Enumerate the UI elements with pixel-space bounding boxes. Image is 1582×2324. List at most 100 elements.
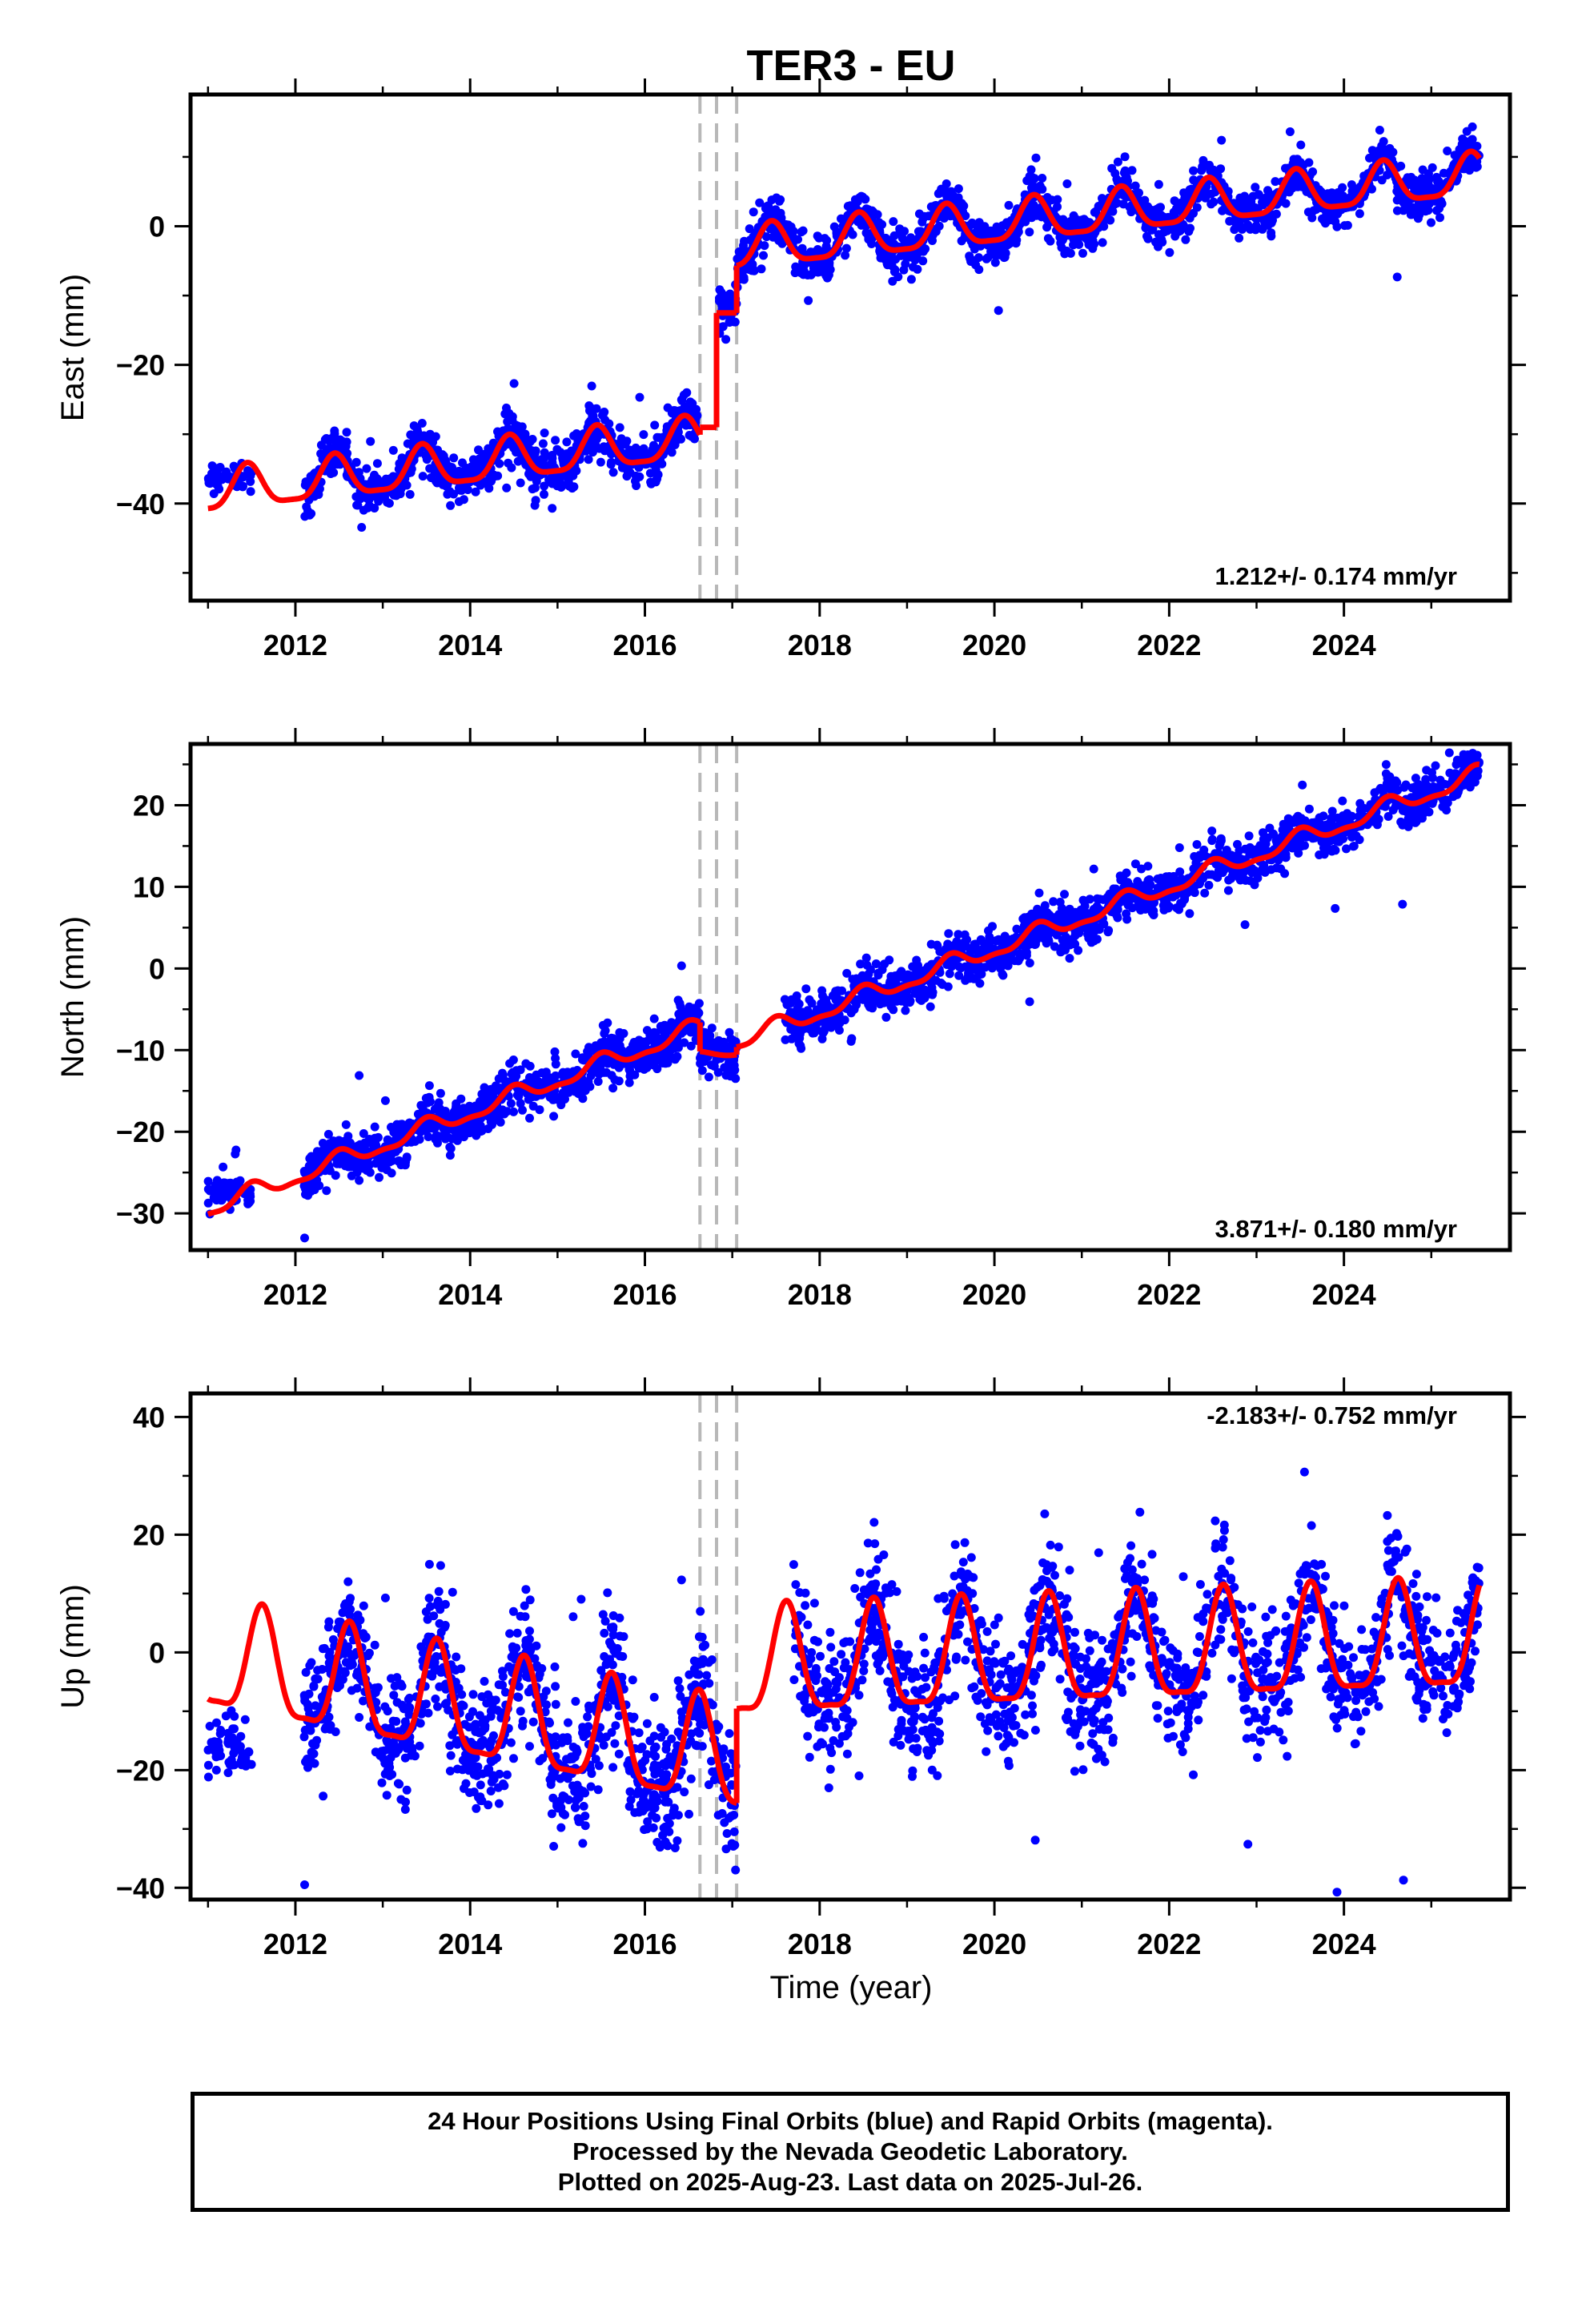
- east-data-point: [990, 258, 1000, 267]
- north-data-point: [322, 1186, 331, 1196]
- east-data-point: [759, 251, 768, 260]
- east-data-point: [895, 225, 905, 235]
- north-data-point: [833, 986, 842, 995]
- east-data-point: [405, 489, 415, 499]
- north-data-point: [1023, 912, 1033, 922]
- north-data-point: [842, 968, 852, 978]
- north-data-point: [415, 1135, 424, 1144]
- north-data-point: [1245, 850, 1255, 859]
- north-data-point: [584, 1043, 593, 1052]
- east-data-point: [994, 306, 1003, 316]
- north-data-point: [1153, 875, 1162, 883]
- north-data-point: [341, 1120, 351, 1129]
- north-data-point: [612, 1042, 622, 1051]
- east-data-point: [449, 489, 459, 499]
- north-data-point: [864, 969, 873, 979]
- east-data-point: [540, 481, 549, 491]
- east-data-point: [531, 446, 540, 456]
- east-data-point: [890, 265, 900, 275]
- east-axis-frame: [188, 92, 1512, 603]
- east-data-point: [762, 232, 771, 242]
- north-data-point: [726, 1072, 735, 1081]
- north-data-point: [988, 922, 997, 931]
- north-data-point: [452, 1102, 461, 1112]
- east-data-point: [1392, 206, 1402, 215]
- north-data-point: [203, 1176, 213, 1186]
- east-data-point: [625, 447, 635, 456]
- north-data-point: [1094, 925, 1104, 935]
- east-data-point: [487, 476, 496, 486]
- north-data-point: [1192, 840, 1202, 849]
- north-data-point: [801, 984, 811, 994]
- east-data-point: [1392, 272, 1402, 282]
- east-data-point: [1424, 199, 1434, 209]
- east-data-point: [1110, 169, 1120, 179]
- east-data-point: [1267, 218, 1276, 227]
- north-data-point: [472, 1131, 481, 1140]
- north-data-point: [444, 1132, 453, 1142]
- north-data-point: [1298, 780, 1307, 790]
- east-data-point: [777, 213, 786, 223]
- east-data-point: [454, 497, 464, 506]
- east-data-point: [1355, 209, 1364, 219]
- east-data-point: [354, 468, 363, 477]
- east-data-point: [1031, 153, 1041, 163]
- east-data-point: [639, 430, 648, 440]
- east-data-point: [471, 487, 480, 497]
- east-data-point: [877, 219, 887, 229]
- east-data-point: [1225, 216, 1235, 226]
- east-data-point: [1162, 226, 1172, 235]
- north-data-point: [677, 961, 686, 971]
- east-data-point: [720, 300, 729, 309]
- east-data-point: [357, 523, 367, 532]
- north-data-point: [432, 1131, 441, 1140]
- east-data-point: [998, 221, 1007, 231]
- east-data-point: [1192, 203, 1202, 212]
- east-data-point: [1293, 182, 1303, 191]
- north-data-point: [1281, 853, 1291, 862]
- east-data-point: [777, 239, 787, 248]
- north-data-point: [1104, 926, 1114, 935]
- east-data-point: [1332, 222, 1342, 231]
- north-data-point: [1172, 903, 1182, 913]
- north-data-point: [637, 1037, 647, 1047]
- north-data-point: [601, 1068, 611, 1077]
- north-data-point: [1066, 938, 1075, 947]
- east-data-point: [351, 457, 361, 467]
- east-data-point: [946, 193, 954, 203]
- east-data-point: [540, 489, 548, 499]
- east-data-point: [595, 444, 604, 453]
- north-data-point: [1049, 897, 1058, 907]
- north-data-point: [349, 1157, 359, 1167]
- east-data-point: [320, 435, 330, 444]
- east-data-point: [569, 431, 579, 440]
- north-data-point: [235, 1176, 245, 1185]
- north-data-point: [1142, 879, 1152, 888]
- north-data-point: [781, 1035, 790, 1044]
- east-data-point: [799, 270, 808, 279]
- east-data-point: [1296, 140, 1306, 150]
- east-data-point: [528, 485, 537, 494]
- east-data-point: [1152, 204, 1162, 214]
- east-data-point: [596, 457, 605, 467]
- east-data-point: [972, 227, 981, 237]
- north-data-point: [1459, 750, 1468, 759]
- east-data-point: [366, 436, 375, 446]
- east-data-point: [1383, 171, 1392, 179]
- north-data-point: [1319, 850, 1329, 859]
- north-data-point: [901, 973, 911, 982]
- east-data-point: [721, 335, 731, 344]
- north-data-point: [528, 1075, 537, 1084]
- north-data-point: [889, 1005, 898, 1015]
- north-data-point: [835, 1019, 845, 1027]
- east-data-point: [1432, 206, 1441, 215]
- north-data-point: [564, 1088, 573, 1097]
- east-data-point: [554, 474, 564, 484]
- east-data-point: [1202, 183, 1211, 192]
- east-data-point: [1267, 231, 1276, 241]
- north-plot-area: [203, 744, 1484, 1250]
- east-data-point: [607, 457, 616, 467]
- north-data-point: [1034, 888, 1044, 898]
- east-data-point: [767, 195, 777, 205]
- east-x-tick-label: 2016: [612, 629, 677, 661]
